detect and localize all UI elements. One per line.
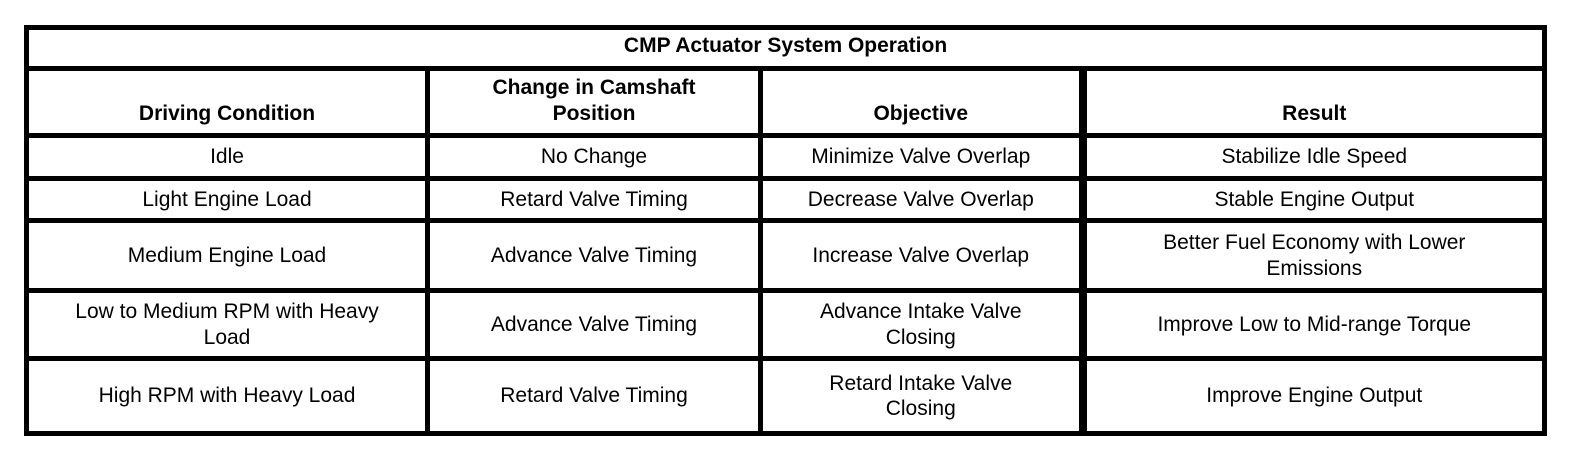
column-header-objective: Objective [758, 65, 1085, 139]
cell-objective: Retard Intake Valve Closing [758, 356, 1085, 437]
cell-camshaft-position-change: Retard Valve Timing [425, 176, 763, 224]
table-title-row: CMP Actuator System Operation [23, 25, 1548, 71]
cell-result: Improve Low to Mid-range Torque [1078, 288, 1548, 362]
cell-camshaft-position-change: Retard Valve Timing [425, 356, 763, 437]
cell-result: Better Fuel Economy with Lower Emissions [1078, 218, 1548, 294]
cell-objective: Minimize Valve Overlap [758, 133, 1085, 182]
cell-driving-condition: Idle [24, 133, 430, 182]
table-title: CMP Actuator System Operation [23, 25, 1548, 71]
cell-objective: Increase Valve Overlap [758, 218, 1085, 294]
table-row-light-engine-load: Light Engine Load Retard Valve Timing De… [24, 176, 1548, 224]
cmp-actuator-table-container: CMP Actuator System Operation Driving Co… [23, 25, 1548, 437]
cmp-actuator-system-operation-table: CMP Actuator System Operation Driving Co… [23, 25, 1548, 437]
cell-driving-condition: Light Engine Load [24, 176, 430, 224]
cell-driving-condition: High RPM with Heavy Load [24, 356, 430, 437]
cell-objective: Decrease Valve Overlap [758, 176, 1085, 224]
cell-result: Stabilize Idle Speed [1078, 133, 1548, 182]
table-row-medium-engine-load: Medium Engine Load Advance Valve Timing … [24, 218, 1548, 294]
column-header-driving-condition: Driving Condition [24, 65, 430, 139]
cell-result: Improve Engine Output [1078, 356, 1548, 437]
cell-objective: Advance Intake Valve Closing [758, 288, 1085, 362]
column-header-result: Result [1078, 65, 1548, 139]
cell-camshaft-position-change: No Change [425, 133, 763, 182]
table-header-row: Driving Condition Change in Camshaft Pos… [24, 65, 1548, 139]
table-row-high-rpm-heavy-load: High RPM with Heavy Load Retard Valve Ti… [24, 356, 1548, 437]
cell-camshaft-position-change: Advance Valve Timing [425, 218, 763, 294]
column-header-change-in-camshaft-position: Change in Camshaft Position [425, 65, 763, 139]
table-row-idle: Idle No Change Minimize Valve Overlap St… [24, 133, 1548, 182]
cell-camshaft-position-change: Advance Valve Timing [425, 288, 763, 362]
cell-result: Stable Engine Output [1078, 176, 1548, 224]
table-row-low-to-medium-rpm-heavy-load: Low to Medium RPM with Heavy Load Advanc… [24, 288, 1548, 362]
cell-driving-condition: Low to Medium RPM with Heavy Load [24, 288, 430, 362]
cell-driving-condition: Medium Engine Load [24, 218, 430, 294]
